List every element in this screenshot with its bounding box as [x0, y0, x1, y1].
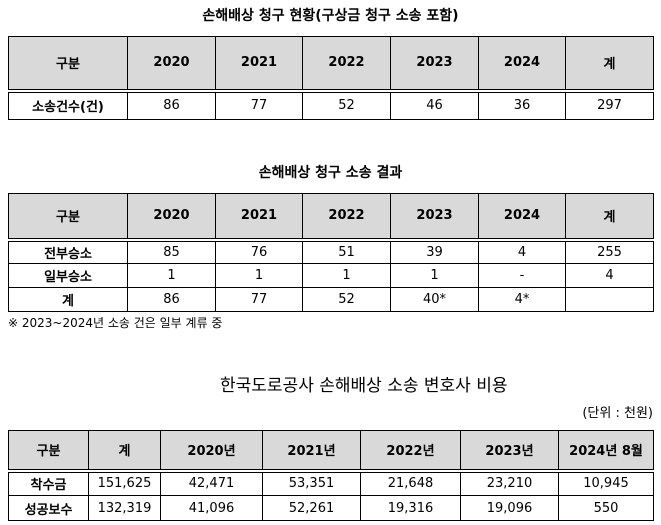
header-cell: 계	[565, 193, 654, 242]
header-cell: 구분	[8, 193, 128, 242]
cell: 46	[390, 90, 479, 120]
table: 구분 2020 2021 2022 2023 2024 계 전부승소 85 76 51 39 4 255 일…	[8, 193, 654, 312]
row: 전부승소 85 76 51 39 4 255	[8, 239, 654, 264]
cell: 151,625	[88, 470, 161, 496]
cell: 23,210	[460, 470, 559, 496]
cell: 39	[390, 239, 479, 264]
header-row: 구분 계 2020년 2021년 2022년 2023년 2024년 8월	[8, 430, 654, 473]
title: 손해배상 청구 현황(구상금 청구 소송 포함)	[202, 8, 459, 24]
cell: 52,261	[262, 495, 361, 521]
header-cell: 2023	[390, 193, 479, 242]
cell: 550	[558, 495, 654, 521]
title: 한국도로공사 손해배상 소송 변호사 비용	[220, 376, 508, 396]
header-cell: 2023년	[460, 430, 559, 473]
cell: 일부승소	[8, 263, 128, 288]
header-row: 구분 2020 2021 2022 2023 2024 계	[8, 193, 654, 242]
cell: 52	[302, 90, 391, 120]
cell: 76	[215, 239, 303, 264]
cell: 132,319	[88, 495, 161, 521]
cell: 성공보수	[8, 495, 89, 521]
header-cell: 구분	[8, 36, 128, 93]
cell: 297	[565, 90, 654, 120]
header-cell: 2024년 8월	[558, 430, 654, 473]
header-cell: 2021년	[262, 430, 361, 473]
cell: 전부승소	[8, 239, 128, 264]
cell: 소송건수(건)	[8, 90, 128, 120]
header-cell: 계	[565, 36, 654, 93]
cell	[565, 287, 654, 312]
cell: -	[478, 263, 566, 288]
note: ※ 2023~2024년 소송 건은 일부 계류 중	[8, 316, 223, 330]
table: 구분 2020 2021 2022 2023 2024 계 소송건수(건) 86 77 52 46 36…	[8, 36, 654, 120]
cell: 10,945	[558, 470, 654, 496]
row: 소송건수(건) 86 77 52 46 36 297	[8, 90, 654, 120]
header-cell: 2021	[215, 193, 303, 242]
cell: 255	[565, 239, 654, 264]
cell: 계	[8, 287, 128, 312]
cell: 19,096	[460, 495, 559, 521]
cell: 4	[565, 263, 654, 288]
cell: 1	[302, 263, 391, 288]
cell: 41,096	[160, 495, 263, 521]
cell: 85	[127, 239, 216, 264]
row: 계 86 77 52 40* 4*	[8, 287, 654, 312]
cell: 1	[215, 263, 303, 288]
header-cell: 2022	[302, 193, 391, 242]
cell: 1	[390, 263, 479, 288]
cell: 1	[127, 263, 216, 288]
cell: 53,351	[262, 470, 361, 496]
cell: 36	[478, 90, 566, 120]
header-cell: 2022	[302, 36, 391, 93]
cell: 40*	[390, 287, 479, 312]
header-cell: 2024	[478, 36, 566, 93]
cell: 51	[302, 239, 391, 264]
cell: 42,471	[160, 470, 263, 496]
unit: (단위 : 천원)	[582, 406, 653, 421]
cell: 4*	[478, 287, 566, 312]
header-cell: 2022년	[360, 430, 461, 473]
header-cell: 2021	[215, 36, 303, 93]
header-cell: 2023	[390, 36, 479, 93]
cell: 77	[215, 287, 303, 312]
row: 성공보수 132,319 41,096 52,261 19,316 19,096 550	[8, 495, 654, 521]
cell: 86	[127, 90, 216, 120]
row: 착수금 151,625 42,471 53,351 21,648 23,210 10,945	[8, 470, 654, 496]
cell: 21,648	[360, 470, 461, 496]
header-cell: 2024	[478, 193, 566, 242]
cell: 77	[215, 90, 303, 120]
header-cell: 2020년	[160, 430, 263, 473]
header-cell: 구분	[8, 430, 89, 473]
table: 구분 계 2020년 2021년 2022년 2023년 2024년 8월 착수금 151,62…	[8, 430, 654, 521]
title: 손해배상 청구 소송 결과	[258, 165, 403, 181]
header-cell: 2020	[127, 36, 216, 93]
cell: 52	[302, 287, 391, 312]
header-row: 구분 2020 2021 2022 2023 2024 계	[8, 36, 654, 93]
cell: 착수금	[8, 470, 89, 496]
cell: 4	[478, 239, 566, 264]
header-cell: 계	[88, 430, 161, 473]
cell: 19,316	[360, 495, 461, 521]
header-cell: 2020	[127, 193, 216, 242]
row: 일부승소 1 1 1 1-4	[8, 263, 654, 288]
cell: 86	[127, 287, 216, 312]
